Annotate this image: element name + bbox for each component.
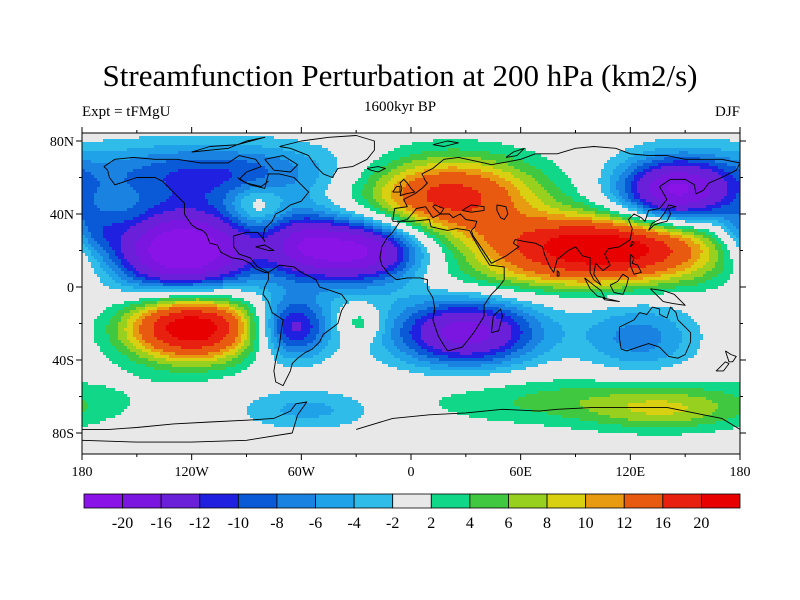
colorbar-label: 16 xyxy=(655,515,671,532)
colorbar-label: -2 xyxy=(386,515,399,532)
coastline-eurasia xyxy=(392,146,740,286)
lon-tick-label: 180 xyxy=(730,465,751,480)
coastline-antarctica-east xyxy=(356,406,740,430)
lat-tick-label: 0 xyxy=(67,281,74,296)
coastline-philippines xyxy=(629,253,642,275)
coastline-sri-lanka xyxy=(556,270,560,277)
coastline-black-sea xyxy=(461,204,485,213)
coastline-java xyxy=(602,297,620,303)
coastline-south-america xyxy=(262,264,348,387)
streamfunction-field xyxy=(82,133,740,454)
colorbar-box xyxy=(546,493,587,509)
coastline-madagascar xyxy=(490,308,503,334)
lat-tick-label: 40S xyxy=(52,354,74,369)
colorbar-box xyxy=(83,493,123,509)
colorbar-label: 8 xyxy=(543,515,551,532)
coastline-caspian xyxy=(496,204,509,220)
colorbar-box xyxy=(662,493,702,509)
coastline-japan xyxy=(648,204,677,231)
colorbar-box xyxy=(122,493,162,509)
coastlines xyxy=(82,135,740,443)
lon-tick-label: 60W xyxy=(288,465,316,480)
lon-tick-label: 0 xyxy=(408,465,415,480)
lon-tick-label: 120E xyxy=(616,465,646,480)
colorbar-label: -6 xyxy=(309,515,322,532)
coastline-new-zealand-s xyxy=(715,361,730,372)
colorbar-label: -16 xyxy=(151,515,172,532)
coastline-borneo xyxy=(609,273,629,295)
colorbar-box xyxy=(392,493,432,509)
coastline-north-america xyxy=(103,155,310,273)
colorbar-box xyxy=(623,493,664,509)
colorbar-label: -10 xyxy=(228,515,249,532)
coastline-arabia-inner xyxy=(472,235,492,264)
lat-tick-label: 80N xyxy=(50,135,74,150)
colorbar-box xyxy=(276,493,316,509)
coastline-australia xyxy=(618,306,692,359)
colorbar-label: 6 xyxy=(504,515,512,532)
colorbar-box xyxy=(199,493,239,509)
time-label: 1600kyr BP xyxy=(0,99,800,116)
colorbar-box xyxy=(430,493,471,509)
coastline-new-zealand-n xyxy=(724,350,737,363)
coastline-iceland xyxy=(366,166,386,173)
coastline-baffin xyxy=(264,155,299,173)
coastline-cuba xyxy=(255,244,275,251)
coastline-ireland xyxy=(392,186,401,193)
colorbar-label: -8 xyxy=(270,515,283,532)
longitude-axis: 180 120W 60W 0 60E 120E 180 xyxy=(72,127,751,480)
colorbar-box xyxy=(701,493,741,509)
lat-tick-label: 40N xyxy=(50,208,74,223)
colorbar-label: 2 xyxy=(427,515,435,532)
coastline-svalbard xyxy=(432,140,459,147)
coastline-greenland xyxy=(279,135,375,178)
colorbar-box xyxy=(237,493,278,509)
colorbar-box xyxy=(508,493,548,509)
colorbar-box xyxy=(469,493,509,509)
colorbar-label: 20 xyxy=(693,515,709,532)
coastline-antarctica xyxy=(82,401,308,443)
colorbar-label: -4 xyxy=(347,515,360,532)
lon-tick-label: 60E xyxy=(509,465,532,480)
plot-title: Streamfunction Perturbation at 200 hPa (… xyxy=(0,58,800,94)
lon-tick-label: 180 xyxy=(72,465,93,480)
lon-tick-label: 120W xyxy=(175,465,210,480)
colorbar-label: -20 xyxy=(112,515,133,532)
experiment-label: Expt = tFMgU xyxy=(82,104,170,121)
coastline-novaya-zemlya xyxy=(505,147,525,158)
colorbar-box xyxy=(585,493,625,509)
coastline-new-guinea xyxy=(650,288,686,306)
coastline-taiwan xyxy=(629,240,635,248)
colorbar-box xyxy=(160,493,201,509)
colorbar-label: -12 xyxy=(189,515,210,532)
season-label: DJF xyxy=(715,104,740,121)
colorbar-box xyxy=(315,493,355,509)
coastline-british-isles xyxy=(399,178,416,197)
colorbar-label: 10 xyxy=(578,515,594,532)
colorbar-label: 4 xyxy=(466,515,474,532)
colorbar-label: 12 xyxy=(616,515,632,532)
coastline-arctic-islands xyxy=(191,136,266,153)
latitude-axis: 80N 40N 0 40S 80S xyxy=(50,135,746,442)
lat-tick-label: 80S xyxy=(52,427,74,442)
colorbar-box xyxy=(353,493,394,509)
coastline-africa xyxy=(379,219,505,352)
coastline-hudson xyxy=(237,177,269,188)
